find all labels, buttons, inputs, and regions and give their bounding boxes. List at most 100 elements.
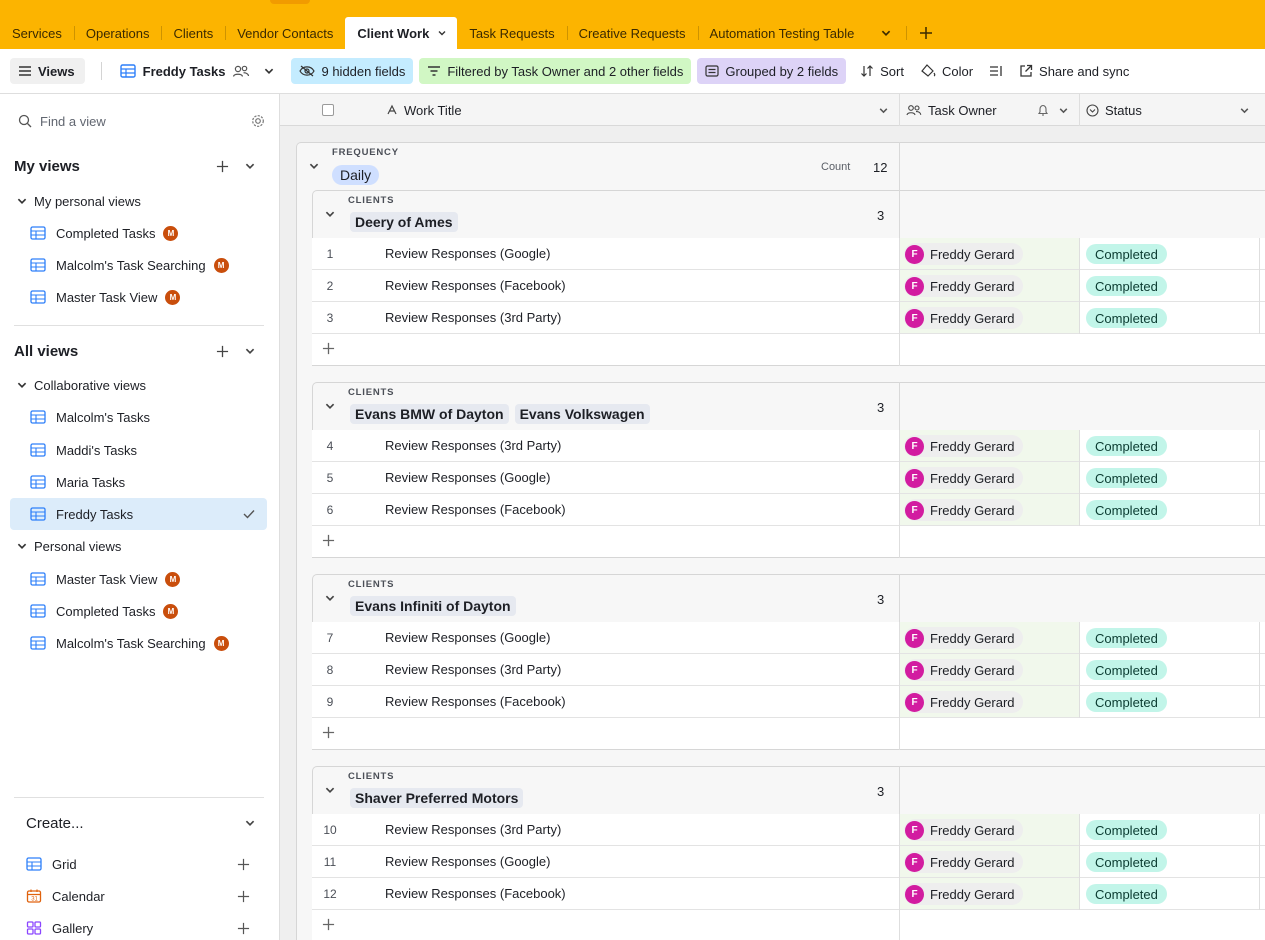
work-title-cell[interactable]: Review Responses (Google) <box>385 246 551 261</box>
chevron-down-icon[interactable] <box>324 784 336 796</box>
add-view-button[interactable] <box>208 345 236 358</box>
work-title-cell[interactable]: Review Responses (Facebook) <box>385 502 566 517</box>
bell-icon[interactable] <box>1037 104 1049 117</box>
status-badge[interactable]: Completed <box>1086 500 1167 520</box>
status-badge[interactable]: Completed <box>1086 276 1167 296</box>
table-row[interactable]: 5 Review Responses (Google) F Freddy Gera… <box>312 462 1265 494</box>
find-view-search[interactable]: Find a view <box>14 108 266 134</box>
work-title-cell[interactable]: Review Responses (Facebook) <box>385 694 566 709</box>
client-group-header[interactable]: CLIENTS Deery of Ames 3 <box>312 190 1265 238</box>
sidebar-item-freddy-tasks[interactable]: Freddy Tasks <box>10 498 267 530</box>
table-row[interactable]: 8 Review Responses (3rd Party) F Freddy G… <box>312 654 1265 686</box>
table-row[interactable]: 11 Review Responses (Google) F Freddy Ger… <box>312 846 1265 878</box>
sidebar-item-master-task-view-2[interactable]: Master Task View M <box>10 563 267 595</box>
chevron-down-icon[interactable] <box>437 28 447 38</box>
sidebar-item-completed-tasks[interactable]: Completed Tasks M <box>10 217 267 249</box>
status-badge[interactable]: Completed <box>1086 308 1167 328</box>
status-badge[interactable]: Completed <box>1086 628 1167 648</box>
status-badge[interactable]: Completed <box>1086 820 1167 840</box>
create-calendar-view[interactable]: 31 Calendar <box>26 883 254 909</box>
work-title-cell[interactable]: Review Responses (3rd Party) <box>385 822 562 837</box>
hidden-fields-button[interactable]: 9 hidden fields <box>291 58 414 84</box>
tab-client-work[interactable]: Client Work <box>345 17 458 49</box>
column-header-status[interactable]: Status <box>1080 94 1265 126</box>
table-row[interactable]: 6 Review Responses (Facebook) F Freddy Ge… <box>312 494 1265 526</box>
add-record-row[interactable] <box>312 526 1265 558</box>
tab-automation-testing-table[interactable]: Automation Testing Table <box>697 17 867 49</box>
chevron-down-icon[interactable] <box>324 592 336 604</box>
sidebar-item-malcolms-task-searching-2[interactable]: Malcolm's Task Searching M <box>10 627 267 659</box>
views-button[interactable]: Views <box>10 58 85 84</box>
chevron-down-icon[interactable] <box>324 208 336 220</box>
more-tables-button[interactable] <box>866 17 906 49</box>
work-title-cell[interactable]: Review Responses (3rd Party) <box>385 310 562 325</box>
status-badge[interactable]: Completed <box>1086 244 1167 264</box>
collapse-all-views-button[interactable] <box>236 345 264 357</box>
add-record-row[interactable] <box>312 334 1265 366</box>
client-group-header[interactable]: CLIENTS Shaver Preferred Motors 3 <box>312 766 1265 814</box>
work-title-cell[interactable]: Review Responses (3rd Party) <box>385 662 562 677</box>
status-badge[interactable]: Completed <box>1086 884 1167 904</box>
tab-operations[interactable]: Operations <box>73 17 162 49</box>
sidebar-item-maria-tasks[interactable]: Maria Tasks <box>10 466 267 498</box>
add-my-view-button[interactable] <box>208 160 236 173</box>
create-grid-view[interactable]: Grid <box>26 851 254 877</box>
add-record-row[interactable] <box>312 718 1265 750</box>
table-row[interactable]: 2 Review Responses (Facebook) F Freddy Ge… <box>312 270 1265 302</box>
work-title-cell[interactable]: Review Responses (Google) <box>385 854 551 869</box>
gear-icon[interactable] <box>250 113 266 129</box>
tab-creative-requests[interactable]: Creative Requests <box>566 17 698 49</box>
status-badge[interactable]: Completed <box>1086 436 1167 456</box>
work-title-cell[interactable]: Review Responses (Facebook) <box>385 886 566 901</box>
status-badge[interactable]: Completed <box>1086 660 1167 680</box>
filter-button[interactable]: Filtered by Task Owner and 2 other field… <box>419 58 692 84</box>
collapse-create-button[interactable] <box>236 817 264 829</box>
tab-vendor-contacts[interactable]: Vendor Contacts <box>225 17 345 49</box>
status-badge[interactable]: Completed <box>1086 468 1167 488</box>
table-row[interactable]: 10 Review Responses (3rd Party) F Freddy … <box>312 814 1265 846</box>
work-title-cell[interactable]: Review Responses (Facebook) <box>385 278 566 293</box>
tab-clients[interactable]: Clients <box>161 17 225 49</box>
status-badge[interactable]: Completed <box>1086 852 1167 872</box>
table-row[interactable]: 12 Review Responses (Facebook) F Freddy G… <box>312 878 1265 910</box>
table-row[interactable]: 9 Review Responses (Facebook) F Freddy Ge… <box>312 686 1265 718</box>
create-view-header[interactable]: Create... <box>26 810 264 836</box>
work-title-cell[interactable]: Review Responses (Google) <box>385 630 551 645</box>
column-header-task-owner[interactable]: Task Owner <box>900 94 1080 126</box>
share-sync-button[interactable]: Share and sync <box>1011 58 1137 84</box>
current-view-switcher[interactable]: Freddy Tasks <box>112 64 284 79</box>
add-table-button[interactable] <box>906 17 946 49</box>
table-row[interactable]: 4 Review Responses (3rd Party) F Freddy G… <box>312 430 1265 462</box>
chevron-down-icon[interactable] <box>324 400 336 412</box>
my-personal-views-header[interactable]: My personal views <box>16 190 141 212</box>
sort-button[interactable]: Sort <box>852 58 912 84</box>
client-group-header[interactable]: CLIENTS Evans BMW of Dayton Evans Volksw… <box>312 382 1265 430</box>
client-group-header[interactable]: CLIENTS Evans Infiniti of Dayton 3 <box>312 574 1265 622</box>
table-row[interactable]: 3 Review Responses (3rd Party) F Freddy G… <box>312 302 1265 334</box>
sidebar-item-completed-tasks-2[interactable]: Completed Tasks M <box>10 595 267 627</box>
collapse-my-views-button[interactable] <box>236 160 264 172</box>
sidebar-item-malcolms-task-searching[interactable]: Malcolm's Task Searching M <box>10 249 267 281</box>
add-record-row[interactable] <box>312 910 1265 940</box>
chevron-down-icon[interactable] <box>308 160 320 172</box>
work-title-cell[interactable]: Review Responses (Google) <box>385 470 551 485</box>
create-gallery-view[interactable]: Gallery <box>26 915 254 940</box>
chevron-down-icon[interactable] <box>878 105 889 116</box>
select-all-checkbox[interactable] <box>322 104 334 116</box>
table-row[interactable]: 1 Review Responses (Google) F Freddy Gera… <box>312 238 1265 270</box>
tab-task-requests[interactable]: Task Requests <box>469 25 555 41</box>
personal-views-header[interactable]: Personal views <box>16 535 121 557</box>
color-button[interactable]: Color <box>912 58 981 84</box>
table-row[interactable]: 7 Review Responses (Google) F Freddy Gera… <box>312 622 1265 654</box>
work-title-cell[interactable]: Review Responses (3rd Party) <box>385 438 562 453</box>
frequency-group-header[interactable]: FREQUENCY Daily Count 12 <box>296 142 1265 190</box>
row-height-button[interactable] <box>981 58 1011 84</box>
collaborative-views-header[interactable]: Collaborative views <box>16 374 146 396</box>
tab-services[interactable]: Services <box>12 25 62 41</box>
chevron-down-icon[interactable] <box>1058 105 1069 116</box>
sidebar-item-maddis-tasks[interactable]: Maddi's Tasks <box>10 434 267 466</box>
sidebar-item-malcolms-tasks[interactable]: Malcolm's Tasks <box>10 401 267 433</box>
column-header-work-title[interactable]: Work Title <box>380 94 900 126</box>
group-button[interactable]: Grouped by 2 fields <box>697 58 847 84</box>
sidebar-item-master-task-view[interactable]: Master Task View M <box>10 281 267 313</box>
